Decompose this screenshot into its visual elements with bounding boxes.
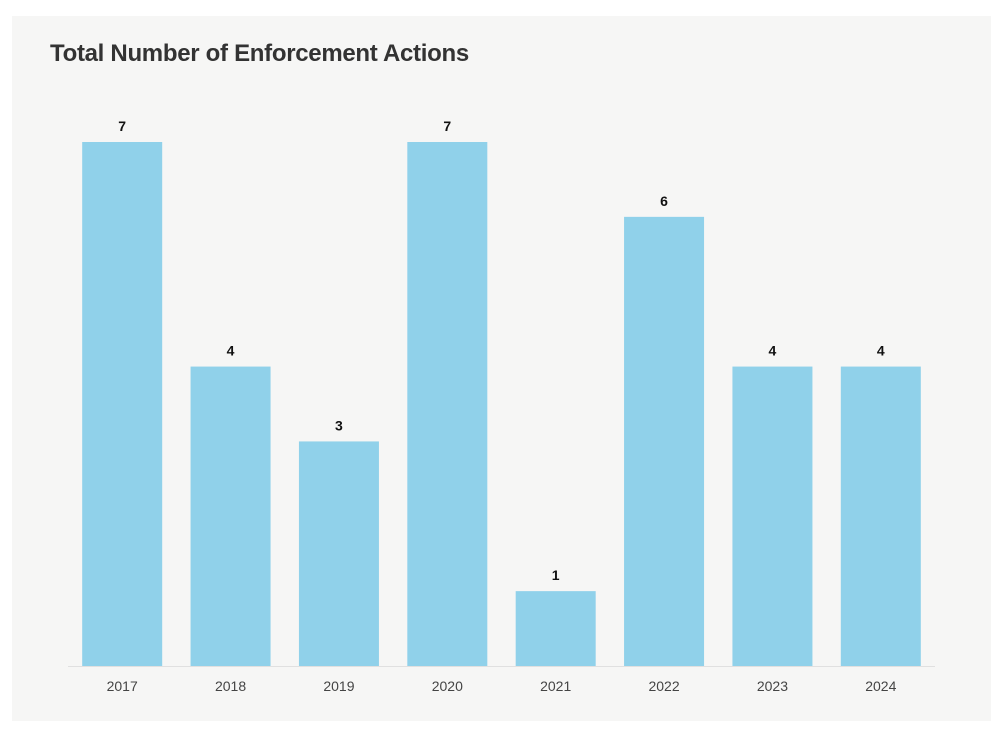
x-tick-label-2017: 2017	[107, 678, 138, 694]
labels-layer: 7 4 3 7 1 6 4 4	[118, 118, 885, 583]
x-tick-label-2019: 2019	[323, 678, 354, 694]
bar-2024	[840, 366, 921, 666]
value-label-2024: 4	[877, 343, 885, 359]
value-label-2020: 7	[443, 118, 451, 134]
x-tick-label-2023: 2023	[757, 678, 788, 694]
value-label-2017: 7	[118, 118, 126, 134]
bar-2018	[190, 366, 271, 666]
x-tick-label-2024: 2024	[865, 678, 896, 694]
value-label-2023: 4	[769, 343, 777, 359]
value-label-2018: 4	[227, 343, 235, 359]
bar-2023	[732, 366, 813, 666]
bars-layer	[82, 142, 921, 666]
chart-title: Total Number of Enforcement Actions	[50, 40, 469, 67]
value-label-2022: 6	[660, 193, 668, 209]
bar-chart: 7 4 3 7 1 6 4 4 2017 2018 2019 2020 2021 2022 2023 202…	[68, 118, 935, 694]
x-tick-label-2021: 2021	[540, 678, 571, 694]
x-ticks-layer: 2017 2018 2019 2020 2021 2022 2023 2024	[107, 678, 897, 694]
bar-2021	[515, 591, 596, 666]
bar-2019	[298, 441, 379, 666]
x-tick-label-2022: 2022	[648, 678, 679, 694]
bar-2022	[624, 216, 705, 666]
x-tick-label-2020: 2020	[432, 678, 463, 694]
bar-2020	[407, 142, 488, 666]
value-label-2021: 1	[552, 567, 560, 583]
value-label-2019: 3	[335, 417, 343, 433]
bar-2017	[82, 142, 163, 666]
x-tick-label-2018: 2018	[215, 678, 246, 694]
